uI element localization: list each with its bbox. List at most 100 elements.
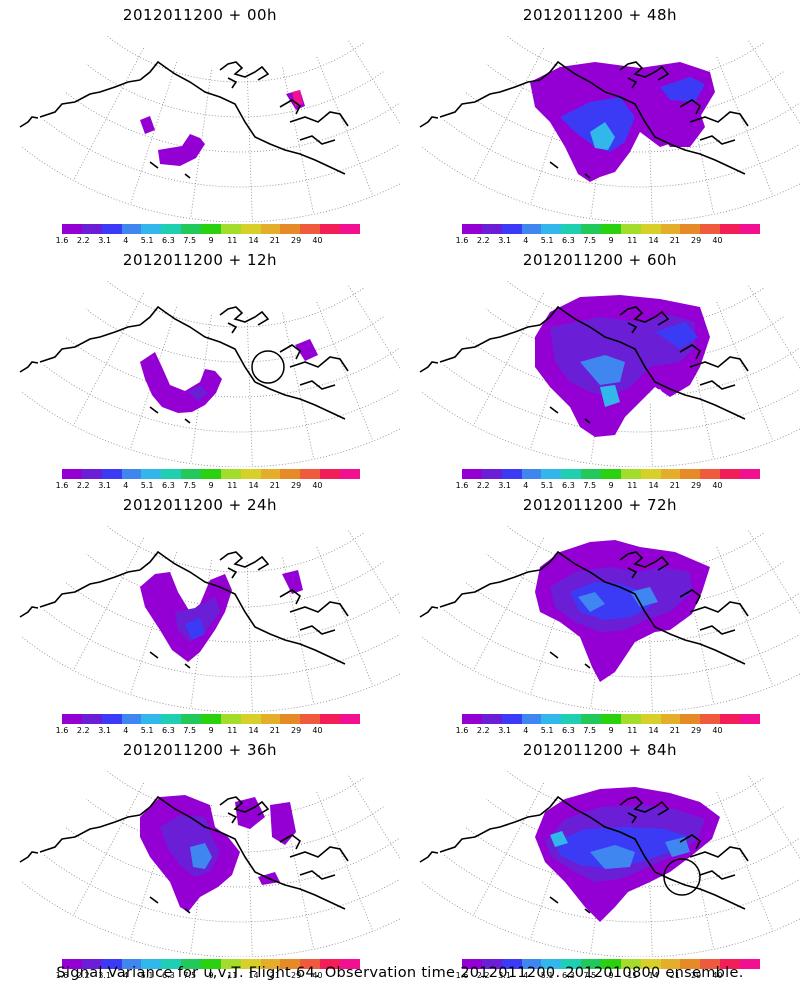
colorbar-tick-label: 3.1 (498, 971, 511, 980)
colorbar-swatch (121, 224, 142, 234)
latitude-circle (421, 881, 800, 957)
colorbar-swatch (541, 714, 562, 724)
polar-map (419, 281, 800, 467)
panel-title: 2012011200 + 24h (122, 496, 278, 514)
colorbar-tick-label: 1.6 (55, 481, 69, 490)
colorbar-swatch (561, 469, 582, 479)
coastline (627, 567, 638, 579)
coastline (149, 651, 159, 659)
coastline (139, 795, 346, 910)
colorbar-swatch (462, 959, 482, 969)
colorbar-tick-label: 6.3 (162, 481, 175, 490)
colorbar-tick-label: 29 (291, 726, 302, 735)
colorbar-swatch (181, 224, 202, 234)
colorbar-tick-label: 40 (312, 236, 323, 245)
colorbar-swatch (141, 959, 162, 969)
colorbar-tick-label: 4 (523, 726, 529, 735)
colorbar-tick-label: 40 (312, 481, 323, 490)
coastline (549, 161, 559, 169)
variance-shading (535, 295, 710, 437)
colorbar-tick-label: 5.1 (140, 481, 154, 490)
colorbar-labels: 1.6 2.2 3.1 4 5.1 6.3 7.5 9 11 14 21 29 40 (0, 726, 400, 738)
colorbar-tick-label: 21 (669, 481, 680, 490)
colorbar-swatch (240, 469, 261, 479)
latitude-circle (421, 146, 800, 222)
colorbar-swatch (121, 714, 142, 724)
latitude-circle (21, 636, 400, 712)
polar-map (19, 771, 400, 957)
colorbar-tick-label: 29 (691, 236, 702, 245)
colorbar-swatch (260, 224, 281, 234)
colorbar-tick-label: 11 (627, 481, 638, 490)
coastlines (19, 305, 349, 424)
longitude-line (748, 40, 800, 124)
longitude-line (748, 285, 800, 369)
coastline (549, 651, 559, 659)
longitude-line (716, 301, 774, 442)
coastline (227, 812, 238, 824)
colorbar-swatch (680, 959, 701, 969)
colorbar-swatch (101, 224, 122, 234)
map-panel: 2012011200 + 84h 1.6 2.2 3.1 4 5.1 6.3 7.5 9 11 1… (400, 735, 800, 980)
colorbar-swatch (181, 714, 202, 724)
colorbar-tick-label: 40 (712, 971, 723, 980)
colorbar-swatch (81, 714, 102, 724)
colorbar-tick-label: 14 (248, 971, 259, 980)
coastlines (19, 550, 349, 669)
latitude-circle (21, 391, 400, 467)
latitude-circle (421, 636, 800, 712)
colorbar-swatch (462, 469, 482, 479)
polar-map (419, 526, 800, 712)
colorbar-tick-label: 21 (669, 971, 680, 980)
colorbar-swatch (521, 469, 542, 479)
colorbar-swatch (620, 469, 641, 479)
colorbar-tick-label: 2.2 (476, 726, 490, 735)
panel-title: 2012011200 + 36h (122, 741, 278, 759)
latitude-circle (64, 336, 400, 398)
colorbar-labels: 1.6 2.2 3.1 4 5.1 6.3 7.5 9 11 14 21 29 40 (400, 481, 800, 493)
colorbar-tick-label: 2.2 (76, 481, 90, 490)
longitude-line (472, 47, 545, 181)
coastlines (19, 60, 349, 179)
longitude-line (246, 71, 253, 222)
coastline (139, 550, 346, 665)
colorbar-swatch (720, 224, 741, 234)
coastline (419, 606, 439, 618)
colorbar-tick-label: 11 (227, 481, 238, 490)
map-panel: 2012011200 + 60h 1.6 2.2 3.1 4 5.1 6.3 7.5 9 11 1… (400, 245, 800, 490)
map-panel: 2012011200 + 48h 1.6 2.2 3.1 4 5.1 6.3 7.5 9 11 1… (400, 0, 800, 245)
colorbar-tick-label: 14 (248, 481, 259, 490)
longitude-line (72, 537, 145, 671)
colorbar-swatch (620, 714, 641, 724)
map-panel: 2012011200 + 24h 1.6 2.2 3.1 4 5.1 6.3 7.5 9 11 1… (0, 490, 400, 735)
colorbar-swatch (700, 469, 721, 479)
colorbar-swatch (700, 959, 721, 969)
coastline (219, 551, 270, 571)
variance-shading (140, 795, 296, 912)
colorbar-swatch (280, 959, 301, 969)
coastline (39, 569, 141, 608)
colorbar-tick-label: 11 (227, 236, 238, 245)
colorbar-tick-label: 40 (312, 726, 323, 735)
polar-map (19, 36, 400, 222)
colorbar-swatch (601, 224, 621, 234)
colorbar-tick-label: 1.6 (55, 726, 69, 735)
coastline (299, 870, 336, 880)
colorbar-tick-label: 9 (608, 236, 614, 245)
polar-map (419, 36, 800, 222)
coastline (184, 418, 191, 424)
colorbar-tick-label: 9 (608, 726, 614, 735)
colorbar-tick-label: 5.1 (540, 971, 554, 980)
coastline (299, 135, 336, 145)
colorbar-tick-label: 1.6 (455, 726, 469, 735)
colorbar-swatch (521, 959, 542, 969)
coastline (584, 418, 591, 424)
colorbar-swatch (481, 714, 502, 724)
colorbar-swatch (481, 224, 502, 234)
colorbar-tick-label: 21 (269, 481, 280, 490)
colorbar-tick-label: 4 (123, 971, 129, 980)
colorbar-swatch (720, 714, 741, 724)
colorbar-swatch (101, 714, 122, 724)
coastline (139, 305, 346, 420)
colorbar-tick-label: 14 (248, 726, 259, 735)
